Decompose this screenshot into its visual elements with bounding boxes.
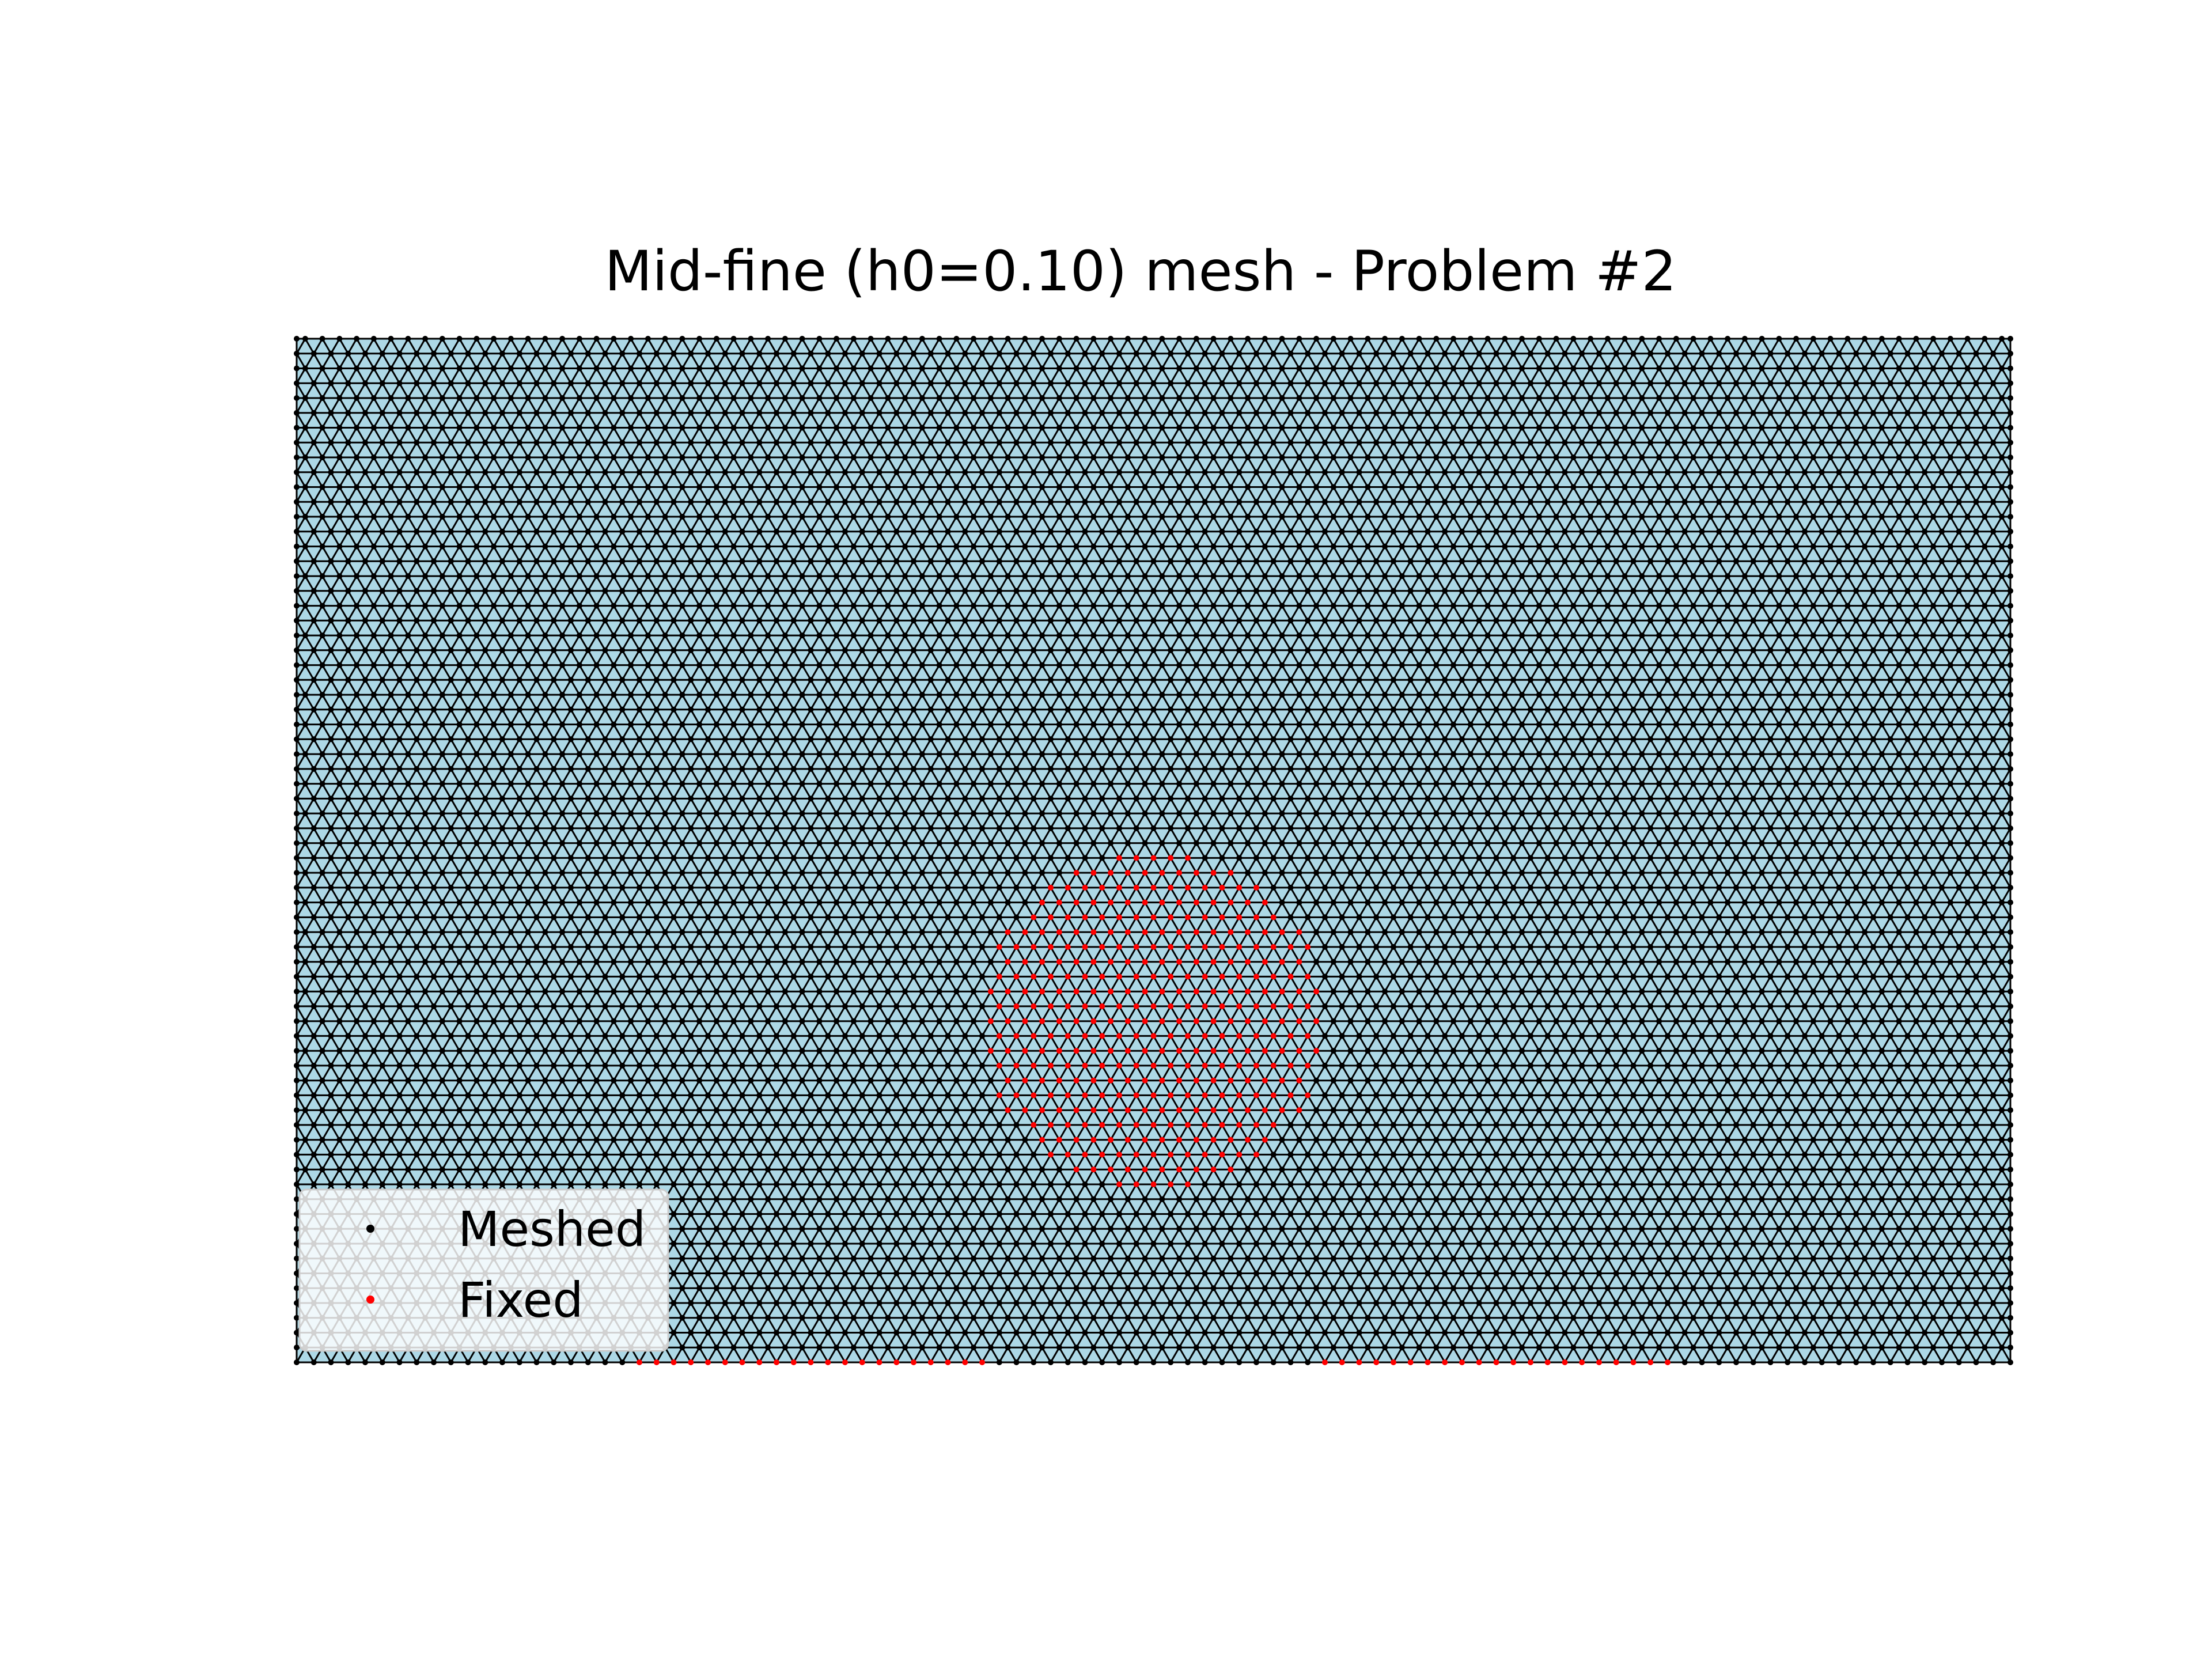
legend: Meshed Fixed [298, 1188, 669, 1352]
chart-title: Mid-fine (h0=0.10) mesh - Problem #2 [604, 239, 1677, 304]
legend-marker-meshed [366, 1225, 374, 1233]
legend-label-meshed: Meshed [458, 1201, 646, 1257]
meshed-nodes [294, 336, 2013, 1365]
legend-marker-fixed [366, 1296, 374, 1304]
mesh-edges [296, 338, 2012, 1363]
legend-box [298, 1188, 669, 1352]
legend-label-fixed: Fixed [458, 1272, 584, 1328]
